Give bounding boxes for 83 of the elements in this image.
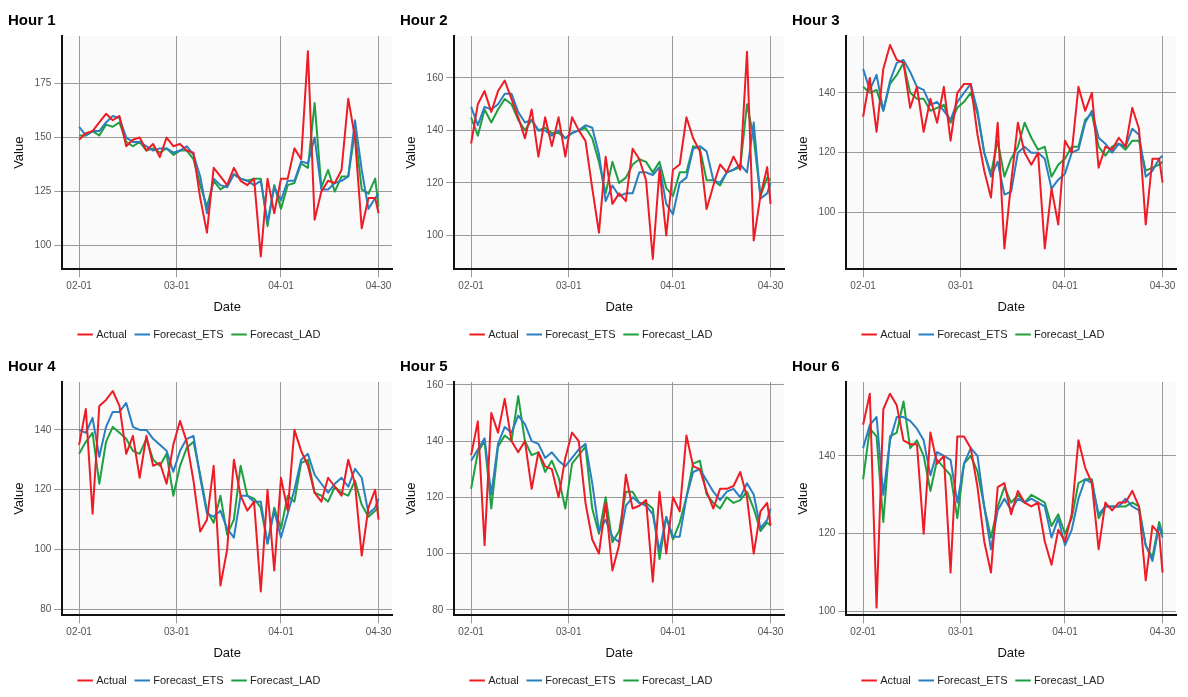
y-tick-label: 150 bbox=[34, 131, 52, 143]
chart-title: Hour 5 bbox=[400, 357, 448, 375]
y-tick-label: 100 bbox=[426, 547, 444, 559]
legend-label: Forecast_LAD bbox=[642, 673, 713, 686]
legend-label: Actual bbox=[96, 327, 127, 340]
x-tick-label: 04-30 bbox=[1149, 626, 1176, 638]
y-axis-title: Value bbox=[11, 482, 27, 515]
legend-label: Actual bbox=[880, 673, 911, 686]
legend-label: Forecast_ETS bbox=[545, 327, 616, 340]
x-tick-label: 04-01 bbox=[1052, 626, 1079, 638]
x-axis-title: Date bbox=[213, 644, 241, 660]
y-tick-label: 125 bbox=[34, 185, 52, 197]
legend-label: Forecast_LAD bbox=[250, 673, 321, 686]
y-tick-label: 140 bbox=[426, 434, 444, 446]
legend-label: Forecast_ETS bbox=[937, 327, 1008, 340]
y-tick-label: 120 bbox=[426, 176, 444, 188]
x-tick-label: 04-01 bbox=[660, 280, 687, 292]
y-tick-label: 100 bbox=[426, 229, 444, 241]
chart-title: Hour 3 bbox=[792, 11, 840, 29]
y-tick-label: 80 bbox=[432, 603, 444, 615]
x-tick-label: 04-30 bbox=[365, 280, 392, 292]
y-tick-label: 100 bbox=[818, 206, 836, 218]
y-tick-label: 100 bbox=[34, 543, 52, 555]
x-tick-label: 02-01 bbox=[850, 280, 877, 292]
y-tick-label: 100 bbox=[818, 605, 836, 617]
x-tick-label: 04-30 bbox=[365, 626, 392, 638]
x-tick-label: 04-01 bbox=[660, 626, 687, 638]
y-axis-title: Value bbox=[403, 136, 419, 169]
y-axis-title: Value bbox=[403, 482, 419, 515]
x-axis-title: Date bbox=[605, 644, 633, 660]
x-tick-label: 04-30 bbox=[757, 280, 784, 292]
x-tick-label: 04-01 bbox=[268, 280, 295, 292]
y-tick-label: 120 bbox=[818, 146, 836, 158]
y-tick-label: 175 bbox=[34, 77, 52, 89]
y-axis-title: Value bbox=[795, 136, 811, 169]
legend-label: Forecast_ETS bbox=[153, 673, 224, 686]
x-axis-title: Date bbox=[997, 298, 1025, 314]
y-tick-label: 120 bbox=[818, 527, 836, 539]
y-tick-label: 120 bbox=[34, 483, 52, 495]
x-tick-label: 02-01 bbox=[66, 626, 93, 638]
y-tick-label: 140 bbox=[426, 124, 444, 136]
x-tick-label: 03-01 bbox=[163, 280, 190, 292]
x-tick-label: 02-01 bbox=[458, 280, 485, 292]
y-tick-label: 80 bbox=[40, 603, 52, 615]
y-tick-label: 140 bbox=[818, 449, 836, 461]
x-tick-label: 04-30 bbox=[1149, 280, 1176, 292]
x-tick-label: 03-01 bbox=[947, 280, 974, 292]
chart-title: Hour 1 bbox=[8, 11, 56, 29]
x-axis-title: Date bbox=[605, 298, 633, 314]
legend-label: Actual bbox=[488, 327, 519, 340]
legend-label: Forecast_LAD bbox=[642, 327, 713, 340]
x-tick-label: 04-01 bbox=[268, 626, 295, 638]
x-tick-label: 02-01 bbox=[458, 626, 485, 638]
y-tick-label: 100 bbox=[34, 239, 52, 251]
legend-label: Actual bbox=[96, 673, 127, 686]
y-tick-label: 160 bbox=[426, 378, 444, 390]
y-tick-label: 160 bbox=[426, 71, 444, 83]
legend-label: Forecast_LAD bbox=[1034, 673, 1105, 686]
legend-label: Forecast_LAD bbox=[1034, 327, 1105, 340]
legend-label: Actual bbox=[488, 673, 519, 686]
x-axis-title: Date bbox=[213, 298, 241, 314]
y-tick-label: 120 bbox=[426, 491, 444, 503]
x-tick-label: 03-01 bbox=[947, 626, 974, 638]
chart-title: Hour 4 bbox=[8, 357, 57, 375]
x-tick-label: 03-01 bbox=[555, 626, 582, 638]
chart-title: Hour 6 bbox=[792, 357, 840, 375]
x-tick-label: 03-01 bbox=[555, 280, 582, 292]
legend-label: Actual bbox=[880, 327, 911, 340]
chart-title: Hour 2 bbox=[400, 11, 448, 29]
x-tick-label: 04-01 bbox=[1052, 280, 1079, 292]
legend-label: Forecast_LAD bbox=[250, 327, 321, 340]
x-tick-label: 02-01 bbox=[66, 280, 93, 292]
x-tick-label: 04-30 bbox=[757, 626, 784, 638]
y-axis-title: Value bbox=[11, 136, 27, 169]
y-tick-label: 140 bbox=[34, 423, 52, 435]
x-tick-label: 02-01 bbox=[850, 626, 877, 638]
x-tick-label: 03-01 bbox=[163, 626, 190, 638]
legend-label: Forecast_ETS bbox=[937, 673, 1008, 686]
legend-label: Forecast_ETS bbox=[545, 673, 616, 686]
y-tick-label: 140 bbox=[818, 86, 836, 98]
legend-label: Forecast_ETS bbox=[153, 327, 224, 340]
x-axis-title: Date bbox=[997, 644, 1025, 660]
y-axis-title: Value bbox=[795, 482, 811, 515]
